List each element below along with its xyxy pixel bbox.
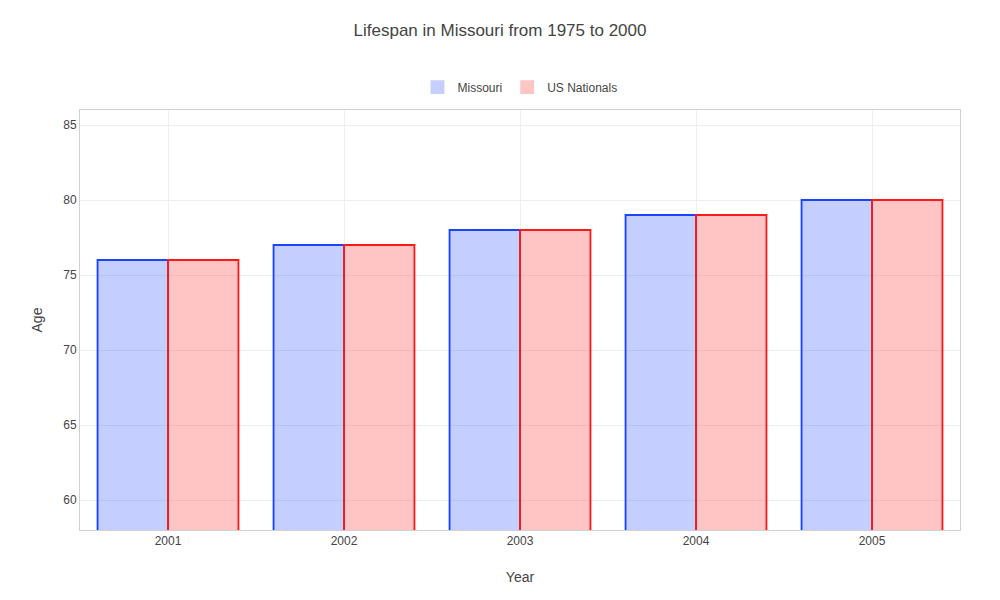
svg-text:US Nationals: US Nationals — [547, 81, 617, 95]
svg-text:80: 80 — [63, 193, 77, 207]
svg-text:Lifespan in Missouri from 1975: Lifespan in Missouri from 1975 to 2000 — [354, 21, 647, 40]
svg-text:Year: Year — [506, 569, 535, 585]
svg-text:75: 75 — [63, 268, 77, 282]
svg-text:Age: Age — [29, 307, 45, 332]
svg-text:65: 65 — [63, 418, 77, 432]
svg-text:Missouri: Missouri — [458, 81, 503, 95]
svg-text:85: 85 — [63, 118, 77, 132]
svg-text:2001: 2001 — [155, 534, 182, 548]
svg-text:2002: 2002 — [331, 534, 358, 548]
svg-text:70: 70 — [63, 343, 77, 357]
svg-text:60: 60 — [63, 493, 77, 507]
svg-text:2004: 2004 — [683, 534, 710, 548]
svg-text:2005: 2005 — [859, 534, 886, 548]
svg-text:2003: 2003 — [507, 534, 534, 548]
